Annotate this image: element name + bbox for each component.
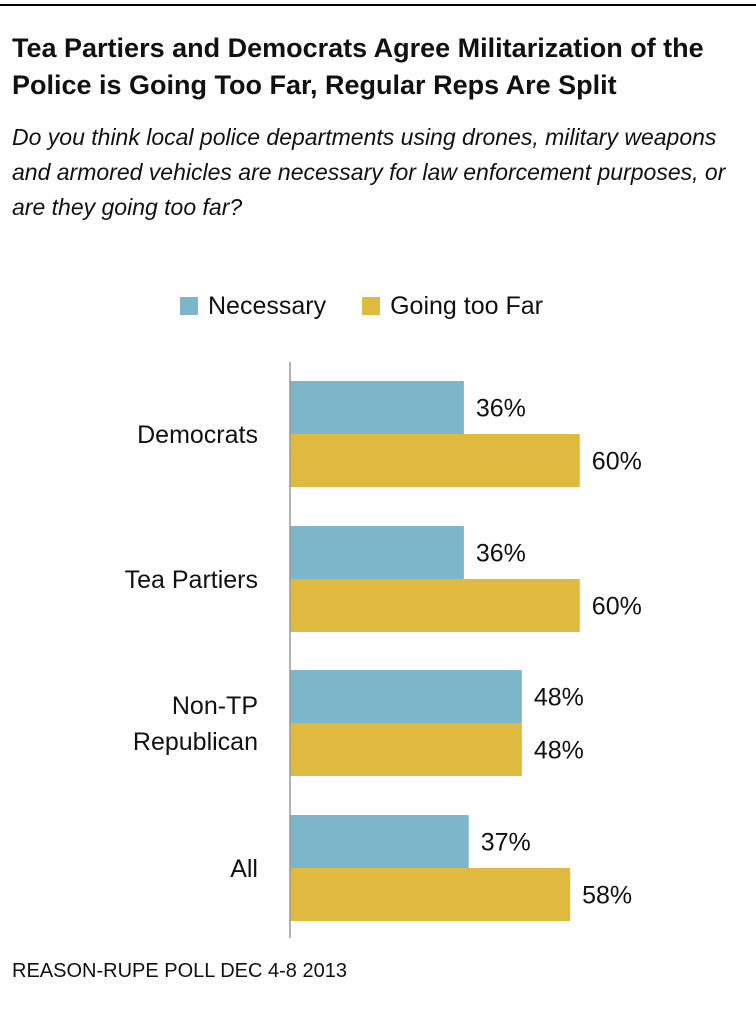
legend-swatch-going-too-far	[362, 297, 381, 315]
bar-going-too-far-all	[290, 868, 571, 921]
bar-going-too-far-democrats	[290, 434, 580, 487]
source-note: REASON-RUPE POLL DEC 4-8 2013	[12, 960, 347, 982]
data-label-going-too-far-non-tp-republican: 48%	[534, 737, 584, 765]
legend-item-going-too-far: Going too Far	[362, 292, 543, 321]
legend: Necessary Going too Far	[180, 286, 579, 326]
legend-label-necessary: Necessary	[208, 291, 327, 320]
data-label-going-too-far-tea-partiers: 60%	[592, 593, 642, 621]
category-label-democrats: Democrats	[137, 421, 258, 449]
data-label-necessary-tea-partiers: 36%	[476, 540, 526, 568]
legend-item-necessary: Necessary	[180, 292, 326, 321]
top-rule	[0, 4, 756, 6]
data-label-necessary-all: 37%	[481, 829, 531, 857]
bar-going-too-far-non-tp-republican	[290, 723, 522, 776]
legend-swatch-necessary	[180, 297, 198, 315]
bar-necessary-non-tp-republican	[290, 670, 522, 723]
data-label-necessary-non-tp-republican: 48%	[534, 684, 584, 712]
bar-necessary-all	[290, 815, 469, 868]
legend-label-going-too-far: Going too Far	[390, 291, 543, 320]
bar-going-too-far-tea-partiers	[290, 579, 580, 632]
category-label-all: All	[230, 855, 258, 883]
chart-subtitle: Do you think local police departments us…	[12, 124, 726, 220]
data-label-going-too-far-democrats: 60%	[592, 448, 642, 476]
chart-title: Tea Partiers and Democrats Agree Militar…	[12, 33, 704, 100]
bar-necessary-democrats	[290, 381, 464, 434]
data-label-necessary-democrats: 36%	[476, 395, 526, 423]
category-label-non-tp-republican: Non-TP Republican	[133, 692, 258, 756]
bar-necessary-tea-partiers	[290, 526, 464, 579]
category-label-tea-partiers: Tea Partiers	[125, 566, 258, 594]
data-label-going-too-far-all: 58%	[582, 882, 632, 910]
